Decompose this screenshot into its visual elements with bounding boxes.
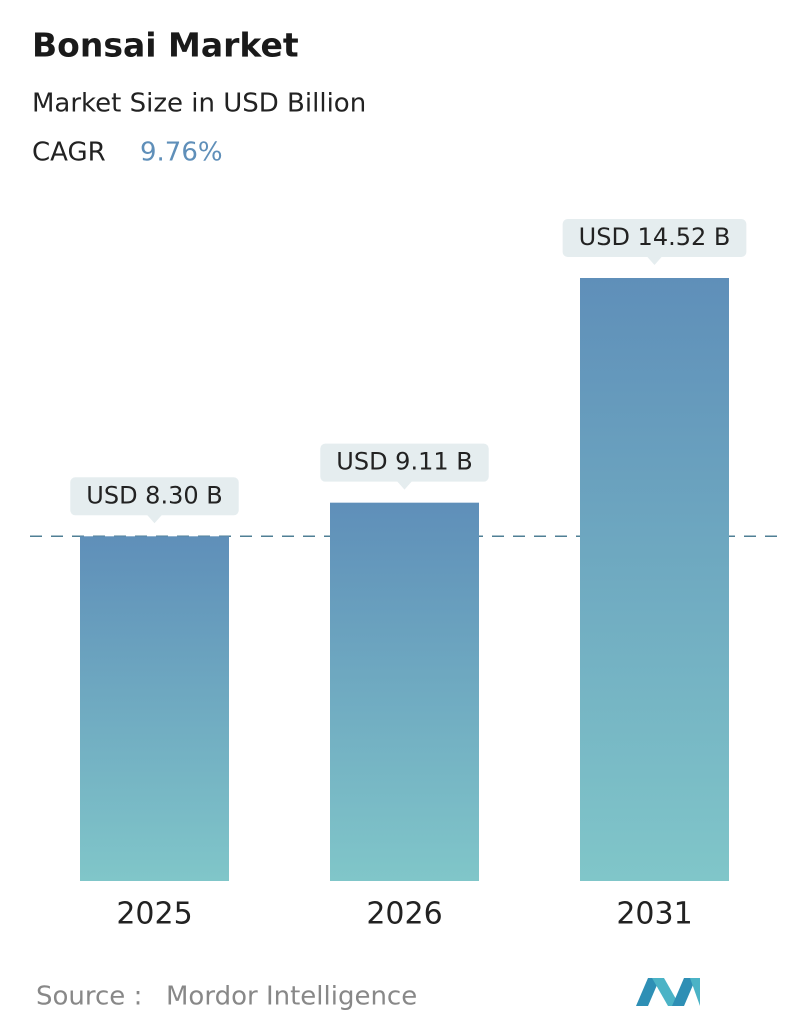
- value-label: USD 9.11 B: [336, 448, 472, 476]
- callout-pointer: [146, 514, 163, 524]
- bar: [580, 278, 729, 881]
- x-tick-label: 2026: [366, 897, 442, 932]
- value-label: USD 8.30 B: [86, 481, 222, 509]
- callout-box: [70, 477, 239, 516]
- cagr-value: 9.76%: [140, 138, 223, 168]
- callout-box: [562, 219, 747, 257]
- callout-pointer: [396, 480, 413, 490]
- value-label: USD 14.52 B: [579, 223, 731, 251]
- cagr-label: CAGR: [32, 138, 106, 168]
- value-callout: USD 8.30 B: [70, 477, 239, 524]
- source-name: Mordor Intelligence: [166, 982, 417, 1012]
- x-tick-label: 2025: [116, 897, 192, 932]
- callout-box: [320, 443, 489, 482]
- x-tick-label: 2031: [616, 897, 692, 932]
- chart-title: Bonsai Market: [32, 26, 299, 65]
- bar: [80, 536, 229, 881]
- logo: [636, 978, 700, 1006]
- callout-pointer: [646, 256, 663, 265]
- bar: [330, 502, 479, 881]
- chart-subtitle: Market Size in USD Billion: [32, 89, 366, 119]
- source-label: Source :: [36, 982, 142, 1012]
- value-callout: USD 14.52 B: [562, 219, 747, 265]
- value-callout: USD 9.11 B: [320, 443, 489, 490]
